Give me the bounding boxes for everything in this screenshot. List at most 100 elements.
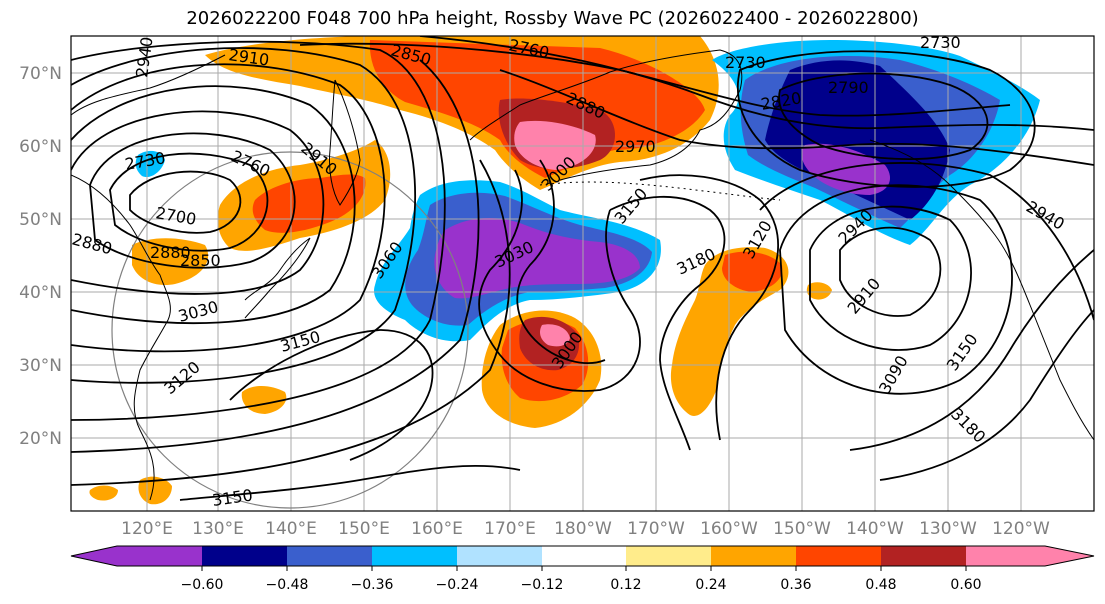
lon-label: 130°E	[192, 519, 244, 539]
colorbar-tick-label: −0.60	[181, 577, 224, 593]
lon-label: 150°E	[338, 519, 390, 539]
colorbar-tick-labels: −0.60 −0.48 −0.36 −0.24 −0.12 0.12 0.24 …	[181, 577, 982, 593]
colorbar-segment	[117, 546, 203, 566]
positive-anomaly-east-core	[722, 251, 783, 292]
contour-label: 2730	[725, 53, 766, 72]
lon-label: 180°W	[554, 519, 612, 539]
positive-anomaly-west-core	[252, 174, 366, 233]
colorbar-tick-label: 0.24	[695, 577, 726, 593]
lon-label: 160°E	[411, 519, 463, 539]
contour-east-5	[849, 249, 1094, 451]
lon-label: 140°W	[846, 519, 904, 539]
colorbar-segment	[881, 546, 967, 566]
contour-west-6	[71, 63, 386, 353]
contour-trough-1	[478, 169, 641, 392]
colorbar-segment	[457, 546, 543, 566]
colorbar-segment	[711, 546, 797, 566]
contour-label: 2970	[615, 137, 656, 156]
contour-west-7	[71, 47, 416, 384]
contour-ridge-1	[609, 195, 726, 451]
colorbar-segment	[1045, 546, 1094, 566]
lat-label: 50°N	[19, 210, 62, 230]
contour-east-low-3	[779, 184, 1013, 395]
contour-east-low-1	[839, 226, 942, 317]
colorbar-ticks	[201, 566, 967, 571]
lon-label: 130°W	[919, 519, 977, 539]
contour-east-low-2	[809, 205, 972, 351]
colorbar-tick-label: 0.36	[780, 577, 811, 593]
range-circle	[111, 151, 469, 509]
lon-label: 120°E	[121, 519, 173, 539]
contour-label: 2880	[150, 243, 191, 262]
map-area: 2940 2910 2850 2760 2730 2730 2790 2820 …	[71, 33, 1094, 511]
contour-north-1	[299, 42, 1011, 117]
japan-coast	[244, 237, 311, 319]
lat-label: 70°N	[19, 64, 62, 84]
colorbar-segment	[796, 546, 882, 566]
contour-low-west-1	[129, 170, 242, 234]
asia-coast	[71, 54, 226, 501]
contour-northeast-low-1	[778, 72, 989, 160]
positive-anomaly-small-3	[89, 485, 118, 501]
colorbar-tick-label: 0.12	[610, 577, 641, 593]
colorbar: −0.60 −0.48 −0.36 −0.24 −0.12 0.12 0.24 …	[70, 545, 1095, 593]
height-contours	[71, 36, 1094, 501]
contour-west-9	[71, 59, 480, 453]
lon-label: 160°W	[700, 519, 758, 539]
colorbar-segment	[71, 546, 117, 566]
contour-west-10	[71, 159, 511, 486]
lat-label: 30°N	[19, 356, 62, 376]
lat-label: 60°N	[19, 137, 62, 157]
positive-anomaly-small-2	[241, 386, 287, 414]
contour-label: 2850	[180, 251, 221, 270]
contour-low-west-3	[89, 132, 296, 269]
lon-label: 120°W	[992, 519, 1050, 539]
colorbar-tick-label: −0.12	[521, 577, 564, 593]
colorbar-segment	[287, 546, 373, 566]
colorbar-segment	[372, 546, 458, 566]
lat-label: 40°N	[19, 283, 62, 303]
contour-ridge-2	[639, 174, 780, 441]
longitude-labels: 120°E 130°E 140°E 150°E 160°E 170°E 180°…	[121, 519, 1050, 539]
positive-anomaly-small	[806, 282, 832, 300]
colorbar-outline	[70, 545, 1095, 567]
lon-label: 150°W	[773, 519, 831, 539]
map-title: 2026022200 F048 700 hPa height, Rossby W…	[186, 8, 919, 29]
colorbar-segment	[542, 546, 628, 566]
coastlines	[71, 49, 1094, 501]
colorbar-tick-label: −0.24	[436, 577, 479, 593]
gridlines	[71, 36, 1094, 511]
colorbar-tick-label: 0.60	[950, 577, 981, 593]
alaska-coast	[469, 49, 743, 181]
positive-anomaly-north-max	[514, 120, 596, 170]
contour-label: 2790	[828, 78, 869, 97]
contour-low-west-2	[109, 152, 269, 252]
contour-south-2	[179, 464, 521, 501]
colorbar-segment	[202, 546, 288, 566]
contour-west-5	[71, 85, 356, 325]
colorbar-segment	[626, 546, 712, 566]
lon-label: 170°E	[484, 519, 536, 539]
latitude-labels: 70°N 60°N 50°N 40°N 30°N 20°N	[19, 64, 62, 449]
aleutian-islands	[539, 181, 781, 201]
lon-label: 140°E	[265, 519, 317, 539]
lat-label: 20°N	[19, 429, 62, 449]
contour-northeast-low-2	[736, 50, 1036, 188]
contour-west-8	[71, 40, 446, 421]
lon-label: 170°W	[627, 519, 685, 539]
colorbar-tick-label: 0.48	[865, 577, 896, 593]
colorbar-tick-label: −0.36	[351, 577, 394, 593]
contour-north-2	[419, 36, 1094, 131]
contour-east-6	[879, 309, 1094, 481]
north-america-coast	[869, 139, 1094, 441]
colorbar-tick-label: −0.48	[266, 577, 309, 593]
contour-west-4	[71, 110, 325, 295]
negative-anomaly-northeast-deep	[765, 60, 950, 220]
contour-south-1	[229, 329, 434, 461]
colorbar-segment	[966, 546, 1046, 566]
positive-anomaly-south-max	[540, 324, 570, 347]
contour-trough-2	[516, 159, 606, 364]
contour-label: 2730	[920, 33, 961, 52]
map-frame	[70, 35, 1095, 512]
